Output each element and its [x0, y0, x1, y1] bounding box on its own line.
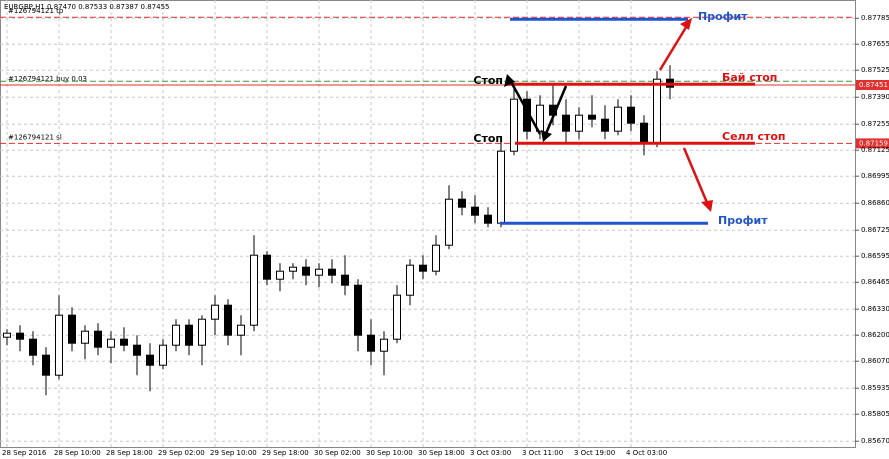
- chart-title: EURGBP,H1 0.87470 0.87533 0.87387 0.8745…: [4, 3, 170, 11]
- candle-body: [133, 344, 141, 356]
- y-tick-label: 0.87390: [861, 93, 889, 101]
- candle-body: [510, 98, 518, 152]
- candle-body: [211, 304, 219, 320]
- price-box: [856, 138, 889, 149]
- candle-body: [289, 266, 297, 272]
- y-tick-label: 0.86595: [861, 252, 889, 260]
- candle-body: [328, 268, 336, 276]
- order-label: #126794121 sl: [8, 133, 62, 141]
- stop-order-label: Селл стоп: [722, 130, 786, 143]
- candle-body: [653, 78, 661, 144]
- y-tick-label: 0.86465: [861, 278, 889, 286]
- y-tick-label: 0.85670: [861, 437, 889, 445]
- candle-body: [146, 354, 154, 366]
- candle-body: [471, 206, 479, 216]
- candle-body: [432, 244, 440, 272]
- candle-body: [172, 324, 180, 346]
- x-tick-label: 3 Oct 03:00: [470, 449, 511, 457]
- stop-label: Стоп: [473, 132, 503, 145]
- candle-body: [250, 254, 258, 326]
- x-tick-label: 3 Oct 11:00: [522, 449, 563, 457]
- y-tick-label: 0.86200: [861, 331, 889, 339]
- x-tick-label: 30 Sep 18:00: [418, 449, 465, 457]
- x-tick-label: 29 Sep 10:00: [210, 449, 257, 457]
- arrows: [504, 18, 713, 212]
- candle-body: [562, 114, 570, 132]
- x-tick-label: 29 Sep 02:00: [158, 449, 205, 457]
- order-label: #126794121 buy 0.03: [8, 75, 87, 83]
- candle-body: [315, 268, 323, 276]
- y-tick-label: 0.87785: [861, 14, 889, 22]
- x-tick-label: 28 Sep 2016: [2, 449, 47, 457]
- candle-body: [536, 104, 544, 132]
- candle-body: [302, 266, 310, 276]
- candle-body: [484, 214, 492, 224]
- stop-order-label: Бай стоп: [722, 71, 777, 84]
- candle-body: [120, 338, 128, 346]
- candle-body: [588, 114, 596, 120]
- candle-body: [198, 318, 206, 346]
- candle-body: [601, 118, 609, 132]
- candle-body: [458, 198, 466, 208]
- y-tick-label: 0.86995: [861, 172, 889, 180]
- profit-label: Профит: [718, 214, 768, 227]
- x-tick-label: 28 Sep 18:00: [106, 449, 153, 457]
- candle-body: [640, 122, 648, 144]
- candle-body: [497, 150, 505, 224]
- candle-body: [185, 324, 193, 346]
- price-box: [856, 80, 889, 90]
- y-tick-label: 0.85935: [861, 384, 889, 392]
- candle-body: [42, 354, 50, 376]
- candle-body: [380, 338, 388, 352]
- y-tick-label: 0.87255: [861, 120, 889, 128]
- candle-body: [16, 332, 24, 340]
- y-tick-label: 0.87525: [861, 66, 889, 74]
- candle-body: [81, 330, 89, 344]
- price-box-label: 0.87451: [859, 81, 888, 89]
- candle-body: [29, 338, 37, 356]
- candle-body: [237, 324, 245, 336]
- stop-label: Стоп: [473, 74, 503, 87]
- candle-body: [94, 330, 102, 348]
- candle-body: [276, 270, 284, 280]
- candle-body: [419, 264, 427, 272]
- candle-body: [263, 254, 271, 280]
- y-tick-label: 0.86070: [861, 357, 889, 365]
- candle-body: [224, 304, 232, 336]
- candle-body: [354, 284, 362, 336]
- candle-body: [107, 338, 115, 348]
- candle-body: [68, 314, 76, 344]
- x-tick-label: 29 Sep 18:00: [262, 449, 309, 457]
- y-tick-label: 0.87655: [861, 40, 889, 48]
- x-tick-label: 30 Sep 02:00: [314, 449, 361, 457]
- candle-body: [3, 332, 11, 338]
- candle-body: [406, 264, 414, 296]
- candle-body: [614, 106, 622, 132]
- candle-body: [575, 114, 583, 132]
- y-tick-label: 0.87125: [861, 146, 889, 154]
- order-label: #126794121 tp: [8, 7, 64, 15]
- x-tick-label: 3 Oct 19:00: [574, 449, 615, 457]
- x-tick-label: 30 Sep 10:00: [366, 449, 413, 457]
- y-tick-label: 0.85805: [861, 410, 889, 418]
- candle-body: [627, 106, 635, 124]
- y-tick-label: 0.86330: [861, 305, 889, 313]
- candle-body: [393, 294, 401, 340]
- x-tick-label: 4 Oct 03:00: [626, 449, 667, 457]
- candle-body: [367, 334, 375, 352]
- candle-body: [55, 314, 63, 376]
- y-tick-label: 0.86860: [861, 199, 889, 207]
- candle-body: [445, 198, 453, 246]
- y-tick-label: 0.86725: [861, 226, 889, 234]
- x-tick-label: 28 Sep 10:00: [54, 449, 101, 457]
- candle-body: [341, 274, 349, 286]
- candle-body: [159, 344, 167, 366]
- profit-label: Профит: [698, 10, 748, 23]
- plot-frame: [0, 0, 856, 448]
- price-box-label: 0.87159: [859, 139, 888, 147]
